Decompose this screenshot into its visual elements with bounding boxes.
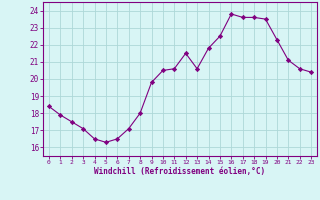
X-axis label: Windchill (Refroidissement éolien,°C): Windchill (Refroidissement éolien,°C): [94, 167, 266, 176]
